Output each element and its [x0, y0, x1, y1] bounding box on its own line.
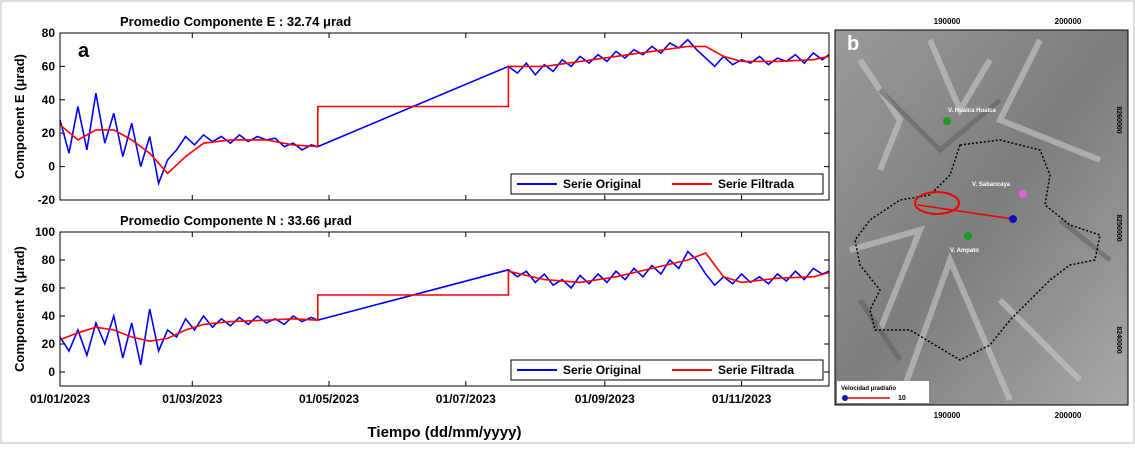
y-tick-label: -20: [38, 193, 56, 207]
y-tick-label: 0: [48, 365, 55, 379]
station-marker: [1009, 215, 1017, 223]
x-coord-label: 200000: [1055, 411, 1082, 420]
map-legend-value: 10: [898, 395, 906, 402]
x-coord-label: 190000: [934, 411, 961, 420]
figure: b 190000 200000 190000 200000 8260000 82…: [0, 0, 1135, 444]
y-tick-label: 60: [42, 281, 56, 295]
x-axis-label: Tiempo (dd/mm/yyyy): [368, 424, 522, 441]
legend-label: Serie Filtrada: [718, 177, 794, 191]
y-tick-label: 20: [42, 337, 56, 351]
y-tick-label: 40: [42, 93, 56, 107]
y-tick-label: 0: [48, 160, 55, 174]
map-legend: [837, 381, 929, 403]
y-tick-label: 40: [42, 309, 56, 323]
map-panel: b 190000 200000 190000 200000 8260000 82…: [835, 17, 1128, 420]
volcano-label: V. Hualca Hualca: [948, 108, 996, 114]
y-coord-label: 8250000: [1115, 214, 1122, 241]
page: {"chart_data":[ {"type":"line","title":"…: [0, 0, 1135, 444]
x-tick-label: 01/11/2023: [712, 392, 772, 406]
y-tick-label: 20: [42, 126, 56, 140]
y-tick-label: 60: [42, 59, 56, 73]
y-coord-label: 8260000: [1115, 106, 1122, 133]
legend-label: Serie Original: [563, 363, 641, 377]
legend-label: Serie Filtrada: [718, 363, 794, 377]
panel-label: a: [78, 40, 90, 62]
panel-label: b: [847, 33, 859, 55]
map-legend-title: Velocidad μrad/año: [841, 386, 896, 392]
y-axis-label: Component E (μrad): [12, 54, 27, 179]
x-tick-label: 01/05/2023: [299, 392, 359, 406]
y-tick-label: 100: [35, 225, 55, 239]
chart-title: Promedio Componente E : 32.74 μrad: [120, 14, 351, 29]
legend-label: Serie Original: [563, 177, 641, 191]
volcano-marker: [964, 232, 972, 240]
x-coord-label: 190000: [934, 17, 961, 26]
volcano-marker: [1019, 190, 1027, 198]
y-tick-label: 80: [42, 253, 56, 267]
legend-marker: [842, 395, 848, 401]
x-tick-label: 01/07/2023: [436, 392, 496, 406]
x-coord-label: 200000: [1055, 17, 1082, 26]
x-tick-label: 01/01/2023: [30, 392, 90, 406]
x-tick-label: 01/03/2023: [162, 392, 222, 406]
volcano-marker: [943, 117, 951, 125]
y-axis-label: Component N (μrad): [12, 246, 27, 372]
y-coord-label: 8240000: [1115, 326, 1122, 353]
chart-title: Promedio Componente N : 33.66 μrad: [120, 213, 352, 228]
y-tick-label: 80: [42, 26, 56, 40]
volcano-label: V. Sabancaya: [972, 182, 1011, 188]
x-tick-label: 01/09/2023: [575, 392, 635, 406]
volcano-label: V. Ampato: [950, 248, 979, 254]
